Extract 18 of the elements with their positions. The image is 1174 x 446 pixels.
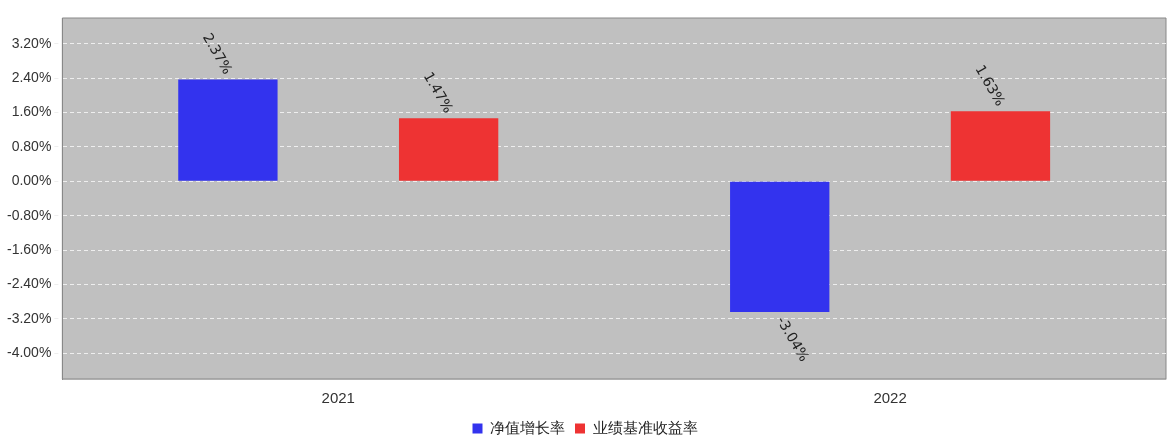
y-tick-label: -2.40% xyxy=(7,275,52,292)
y-tick-label: 0.00% xyxy=(11,172,52,189)
bar xyxy=(950,111,1051,181)
y-tick-label: -0.80% xyxy=(7,206,52,223)
y-tick-label: 1.60% xyxy=(11,103,52,120)
y-tick-label: -1.60% xyxy=(7,240,52,257)
y-tick-label: -3.20% xyxy=(7,309,52,326)
y-tick-label: 2.40% xyxy=(11,69,52,86)
y-tick-label: 3.20% xyxy=(11,34,52,51)
y-tick-label: -4.00% xyxy=(7,344,52,361)
x-tick-label: 2021 xyxy=(321,389,355,407)
x-tick-label: 2022 xyxy=(873,389,907,407)
y-tick-label: 0.80% xyxy=(11,137,52,154)
bar xyxy=(730,181,830,312)
legend-label: 业绩基准收益率 xyxy=(592,418,698,436)
bar xyxy=(178,79,278,181)
bar xyxy=(398,118,499,181)
legend-label: 净值增长率 xyxy=(490,418,565,436)
